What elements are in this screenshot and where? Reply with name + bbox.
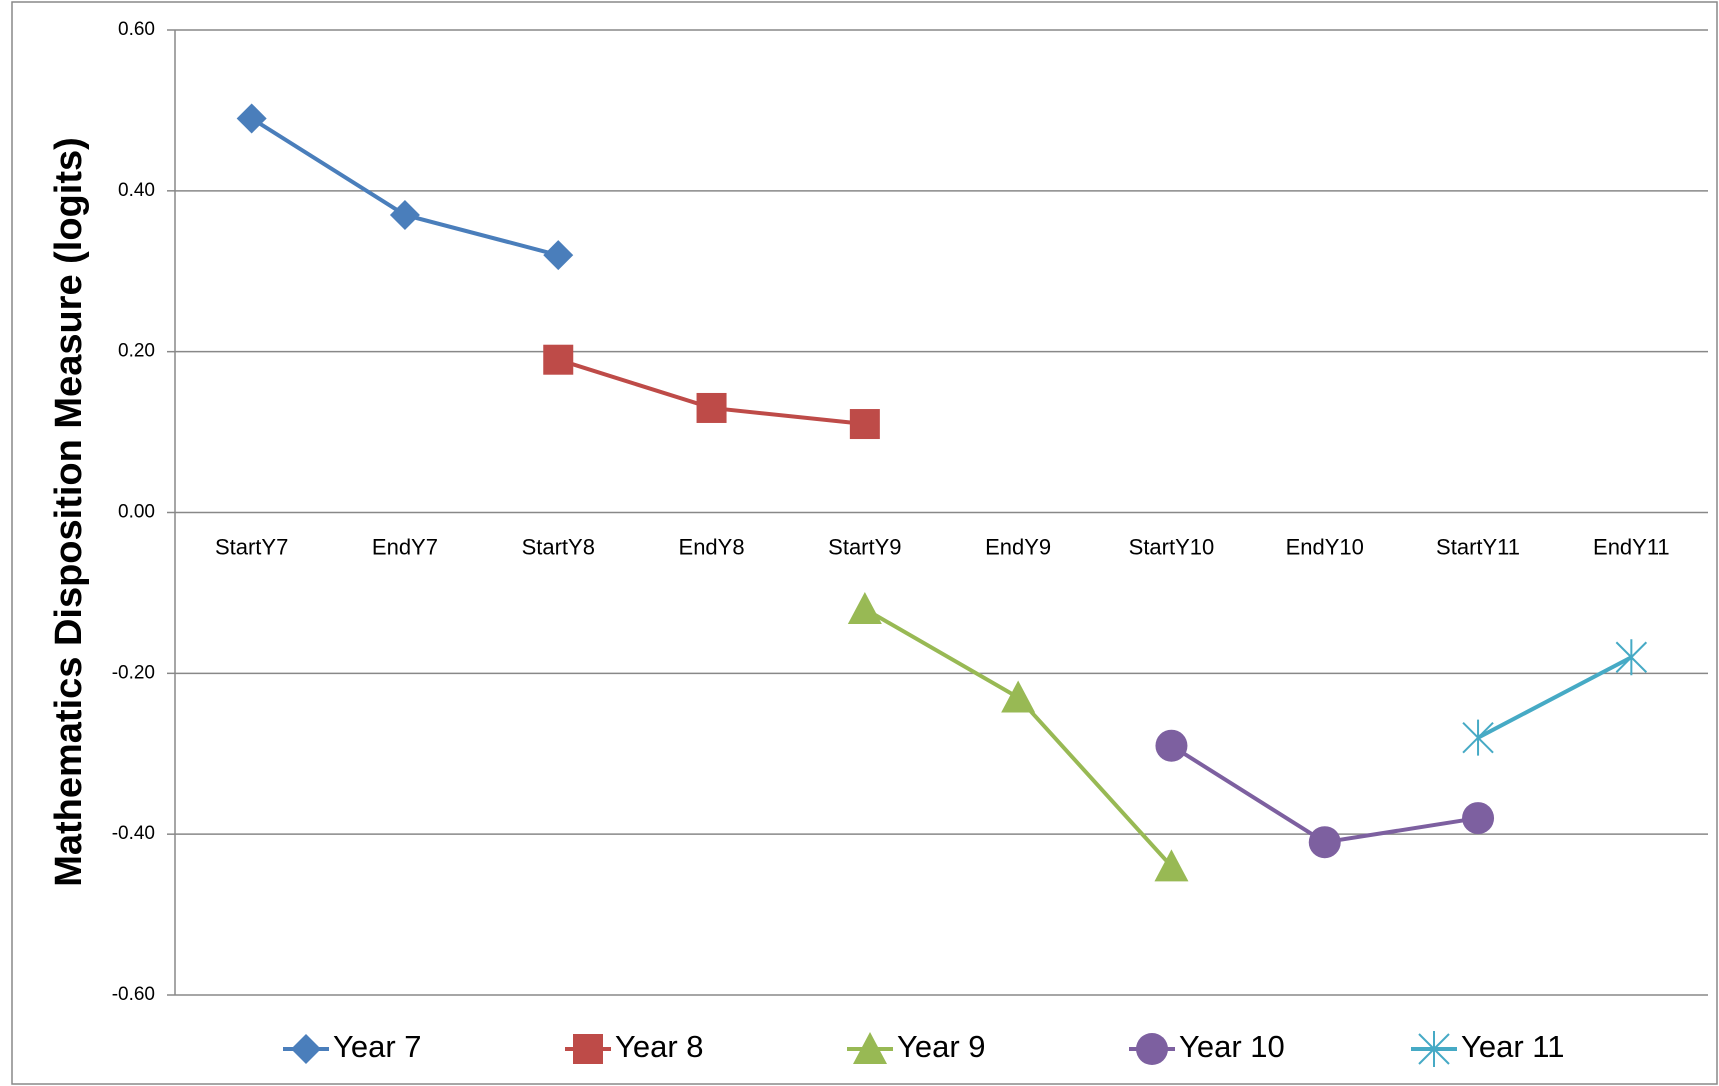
marker: [236, 103, 267, 134]
marker: [389, 199, 420, 230]
y-tick-label: 0.40: [118, 180, 155, 201]
x-tick-label: StartY7: [215, 534, 288, 559]
legend-label: Year 8: [615, 1029, 704, 1064]
chart-border: [11, 1, 1718, 1085]
x-tick-label: EndY7: [372, 534, 438, 559]
marker: [1462, 802, 1495, 835]
x-tick-label: EndY8: [679, 534, 745, 559]
marker: [847, 592, 882, 624]
marker: [1001, 680, 1036, 713]
y-tick-label: 0.60: [118, 19, 155, 40]
legend-marker: [291, 1034, 321, 1064]
y-tick-label: 0.00: [118, 502, 155, 523]
marker: [1155, 729, 1188, 762]
marker: [1615, 639, 1648, 676]
marker: [1308, 826, 1341, 859]
x-tick-label: StartY11: [1436, 534, 1520, 559]
x-tick-label: EndY9: [985, 534, 1051, 559]
marker: [849, 409, 880, 440]
y-tick-label: -0.40: [112, 823, 155, 844]
series-line: [1477, 655, 1633, 740]
x-tick-label: StartY9: [828, 534, 901, 559]
y-tick-label: -0.60: [112, 984, 155, 1005]
y-tick-label: -0.20: [112, 662, 155, 683]
x-tick-label: EndY10: [1286, 534, 1364, 559]
x-tick-label: StartY8: [522, 534, 595, 559]
y-tick-label: 0.20: [118, 341, 155, 362]
legend-label: Year 9: [897, 1029, 986, 1064]
marker: [1462, 719, 1494, 756]
legend-label: Year 10: [1179, 1029, 1285, 1064]
marker: [543, 240, 574, 271]
y-axis-title: Mathematics Disposition Measure (logits): [48, 137, 90, 887]
x-tick-label: StartY10: [1129, 534, 1215, 559]
marker: [696, 392, 727, 423]
legend-marker: [1136, 1033, 1168, 1065]
legend-marker: [1418, 1031, 1450, 1067]
marker: [1154, 849, 1189, 882]
marker: [543, 344, 574, 375]
legend-marker: [573, 1034, 603, 1064]
legend-label: Year 11: [1461, 1029, 1564, 1064]
legend-marker: [853, 1032, 887, 1064]
legend-label: Year 7: [333, 1029, 422, 1064]
x-tick-label: EndY11: [1593, 534, 1670, 559]
